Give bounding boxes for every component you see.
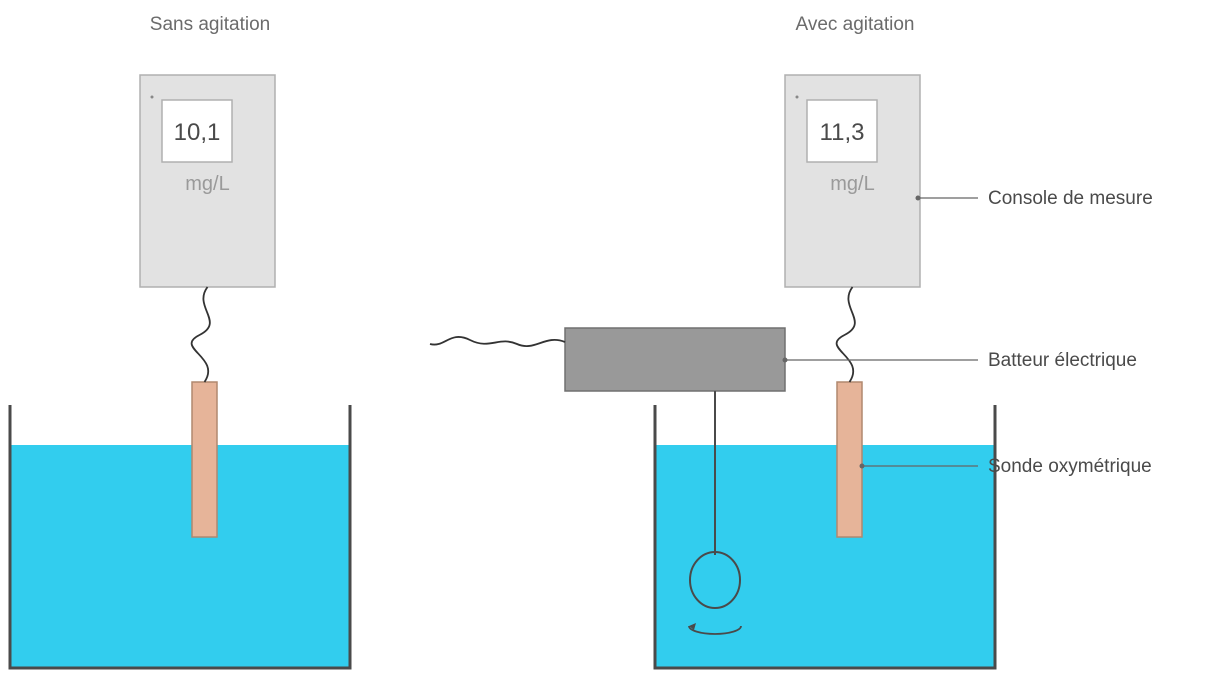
label-mixer: Batteur électrique [988, 350, 1137, 371]
reading-value: 11,3 [820, 119, 865, 146]
diagram-canvas: Sans agitation Avec agitation 10,1 mg/L 11,3… [0, 0, 1214, 700]
reading-value: 10,1 [174, 119, 221, 146]
reading-unit: mg/L [830, 173, 874, 195]
title-left: Sans agitation [150, 14, 270, 35]
label-probe: Sonde oxymétrique [988, 456, 1152, 477]
label-console: Console de mesure [988, 188, 1153, 209]
reading-unit: mg/L [185, 173, 229, 195]
title-right: Avec agitation [795, 14, 914, 35]
